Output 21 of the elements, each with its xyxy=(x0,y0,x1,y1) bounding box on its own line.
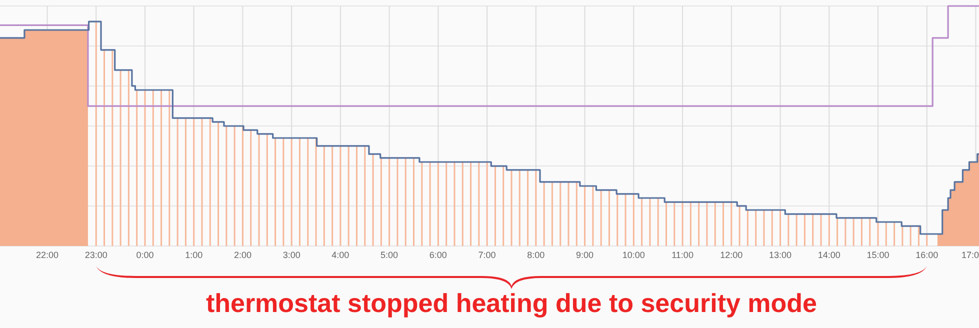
x-tick-label: 22:00 xyxy=(36,250,59,260)
x-tick-label: 17:0 xyxy=(961,250,979,260)
x-tick-label: 13:00 xyxy=(769,250,792,260)
x-tick-label: 3:00 xyxy=(282,250,300,260)
text: thermostat stopped heating due to security mode xyxy=(206,288,818,318)
x-tick-label: 23:00 xyxy=(84,250,108,260)
x-tick-label: 11:00 xyxy=(672,250,694,260)
x-tick-label: 12:00 xyxy=(720,250,743,260)
x-tick-label: 4:00 xyxy=(332,250,350,260)
x-tick-label: 9:00 xyxy=(576,250,594,260)
x-tick-label: 1:00 xyxy=(185,250,203,260)
x-tick-label: 15:00 xyxy=(866,250,890,260)
x-tick-label: 7:00 xyxy=(478,250,496,260)
x-tick-label: 6:00 xyxy=(429,250,447,260)
x-tick-label: 0:00 xyxy=(136,250,154,260)
x-tick-label: 16:00 xyxy=(916,250,938,260)
x-tick-label: 8:00 xyxy=(527,250,545,260)
x-tick-label: 2:00 xyxy=(234,250,252,260)
x-tick-label: 14:00 xyxy=(818,250,840,260)
x-tick-label: 10:00 xyxy=(622,250,645,260)
x-tick-label: 5:00 xyxy=(380,250,398,260)
